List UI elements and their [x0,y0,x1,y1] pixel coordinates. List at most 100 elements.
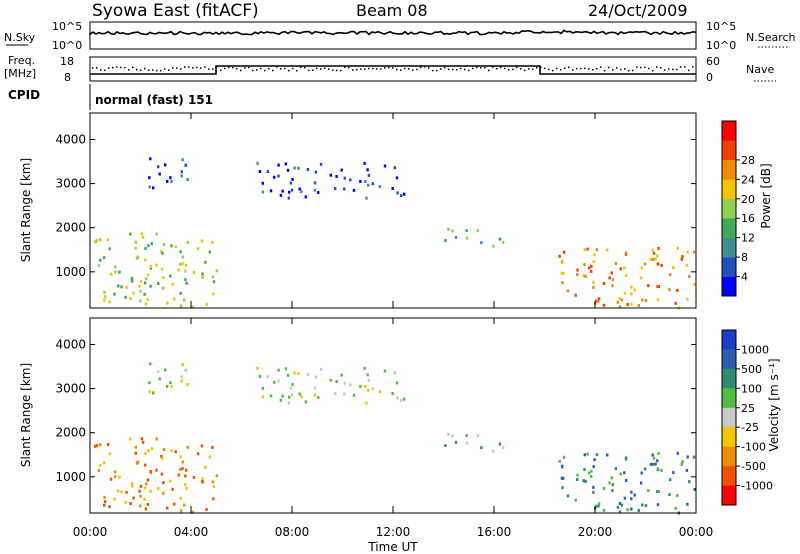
velocity-cell [177,473,180,477]
velocity-cell [592,465,595,469]
nave-dot [120,66,122,69]
nave-dot [236,67,238,70]
velocity-cell [162,448,166,451]
power-cell [148,176,151,180]
velocity-ytick-label: 2000 [55,426,86,440]
nave-dot [540,66,542,69]
power-colorbar-tick-label: 8 [741,251,748,264]
velocity-cell [181,460,184,464]
power-ytick-label: 4000 [55,132,86,146]
velocity-colorbar-swatch [722,446,736,467]
power-cell [211,240,214,244]
velocity-cell [139,484,143,488]
power-cell [139,279,143,283]
nave-dot [584,67,586,70]
power-cell [359,179,362,183]
power-cell [562,250,566,254]
power-cell [180,174,183,178]
nave-label: Nave [746,63,774,76]
velocity-cell [454,440,458,444]
power-cell [590,264,593,268]
velocity-cell [501,445,505,449]
power-ytick-label: 2000 [55,221,86,235]
power-cell [593,253,596,257]
power-cell [179,262,182,266]
nsearch-tick-top: 10^5 [706,20,736,33]
power-cell [152,186,155,190]
power-cell [125,285,128,289]
velocity-cell [185,486,188,490]
nave-dot [680,66,682,68]
power-cell [117,284,120,288]
velocity-cell [630,490,633,494]
power-cell [614,262,617,266]
power-cell [208,250,211,254]
velocity-cell [130,482,134,485]
power-cell [186,178,189,181]
power-cell [349,178,352,182]
velocity-colorbar-label: Velocity [m s⁻¹] [767,358,781,451]
nave-dot [544,67,546,70]
velocity-cell [657,490,660,493]
power-cell [284,162,288,166]
velocity-cell [266,375,269,379]
velocity-cell [593,458,596,462]
velocity-cell [610,476,613,480]
nave-dot [256,69,258,71]
velocity-cell [146,503,149,506]
velocity-cell [618,510,622,514]
velocity-cell [602,508,606,512]
nave-tick-top: 60 [706,55,720,68]
nave-dot [272,69,274,72]
nave-dot [392,67,394,69]
nave-dot [468,69,470,72]
power-colorbar-swatch [722,198,736,219]
power-cell [574,293,577,297]
nave-dot [688,69,690,72]
velocity-cell [114,470,117,474]
velocity-cell [641,503,644,507]
power-cell [584,274,587,278]
nave-dot [132,66,134,68]
velocity-cell [640,471,643,475]
velocity-cell [680,462,683,466]
power-cell [179,291,182,295]
power-ytick-label: 3000 [55,177,86,191]
power-cell [113,292,116,296]
power-cell [118,270,121,274]
velocity-cell [657,451,660,455]
power-cell [148,185,151,189]
velocity-cell [269,394,273,398]
power-cell [656,254,659,258]
velocity-cell [184,368,187,372]
power-cell [371,182,374,186]
power-cell [576,268,579,272]
power-cell [626,303,629,307]
power-cell [95,239,99,242]
velocity-cell [583,468,586,472]
velocity-cell [359,384,362,388]
velocity-cell [588,471,591,475]
power-colorbar-swatch [722,121,736,141]
power-cell [692,250,696,254]
power-cell [169,176,172,180]
velocity-cell [155,468,158,472]
velocity-cell [192,476,196,479]
velocity-cell [146,478,150,482]
power-cell [288,190,291,194]
velocity-cell [293,371,296,375]
nave-dot [492,66,494,68]
freq-unit: [MHz] [4,67,36,80]
velocity-cell [139,494,142,498]
velocity-cell [125,490,128,494]
power-cell [498,237,502,241]
power-cell [185,281,188,285]
power-cell [158,172,161,176]
velocity-cell [672,471,675,475]
velocity-colorbar-tick-label: -100 [741,441,766,454]
velocity-cell [171,487,174,491]
velocity-cell [597,504,600,508]
power-cell [109,272,113,276]
velocity-cell [590,469,593,473]
power-cell [258,170,262,173]
